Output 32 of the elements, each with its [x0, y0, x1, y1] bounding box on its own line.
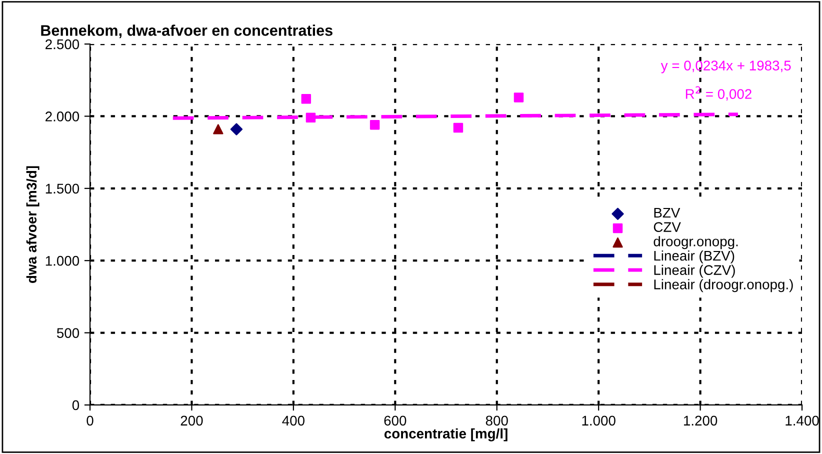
point — [514, 92, 524, 102]
x-axis-title: concentratie [mg/l] — [384, 428, 508, 442]
annotation: y = 0,0234x + 1983,5 — [660, 60, 791, 74]
point — [306, 112, 316, 123]
x-tick-label: 800 — [486, 416, 508, 426]
x-tick-label: 400 — [282, 416, 304, 426]
annotation: R$^{2}$ = 0,002 — [686, 86, 752, 101]
y-tick-label: 1.000 — [46, 256, 80, 266]
y-tick-label: 500 — [56, 328, 80, 338]
y-tick-label: 2.000 — [46, 112, 80, 122]
legend-label: droogr.onopg. — [654, 236, 738, 250]
y-axis-title: dwa afvoer [m3/d] — [26, 166, 40, 283]
x-tick-label: 1.200 — [684, 416, 718, 426]
legend-label: Lineair (CZV) — [654, 264, 735, 278]
point — [301, 94, 312, 104]
legend-label: CZV — [654, 222, 681, 232]
x-tick-label: 1.400 — [786, 416, 819, 426]
legend-label: BZV — [654, 208, 680, 218]
point — [213, 124, 224, 134]
chart-title: Bennekom, dwa-afvoer en concentraties — [41, 24, 332, 38]
legend-label: Lineair (BZV) — [654, 250, 734, 264]
point — [370, 120, 380, 130]
y-tick-label: 2.500 — [46, 39, 80, 50]
legend-label: Lineair (droogr.onopg.) — [654, 279, 793, 292]
x-tick-label: 0 — [86, 416, 94, 426]
point — [453, 122, 464, 133]
x-tick-label: 200 — [180, 416, 203, 426]
x-tick-label: 600 — [384, 416, 406, 426]
y-tick-label: 1.500 — [46, 184, 80, 194]
y-tick-label: 0 — [72, 400, 80, 410]
x-tick-label: 1.000 — [582, 416, 616, 426]
point — [230, 123, 243, 136]
